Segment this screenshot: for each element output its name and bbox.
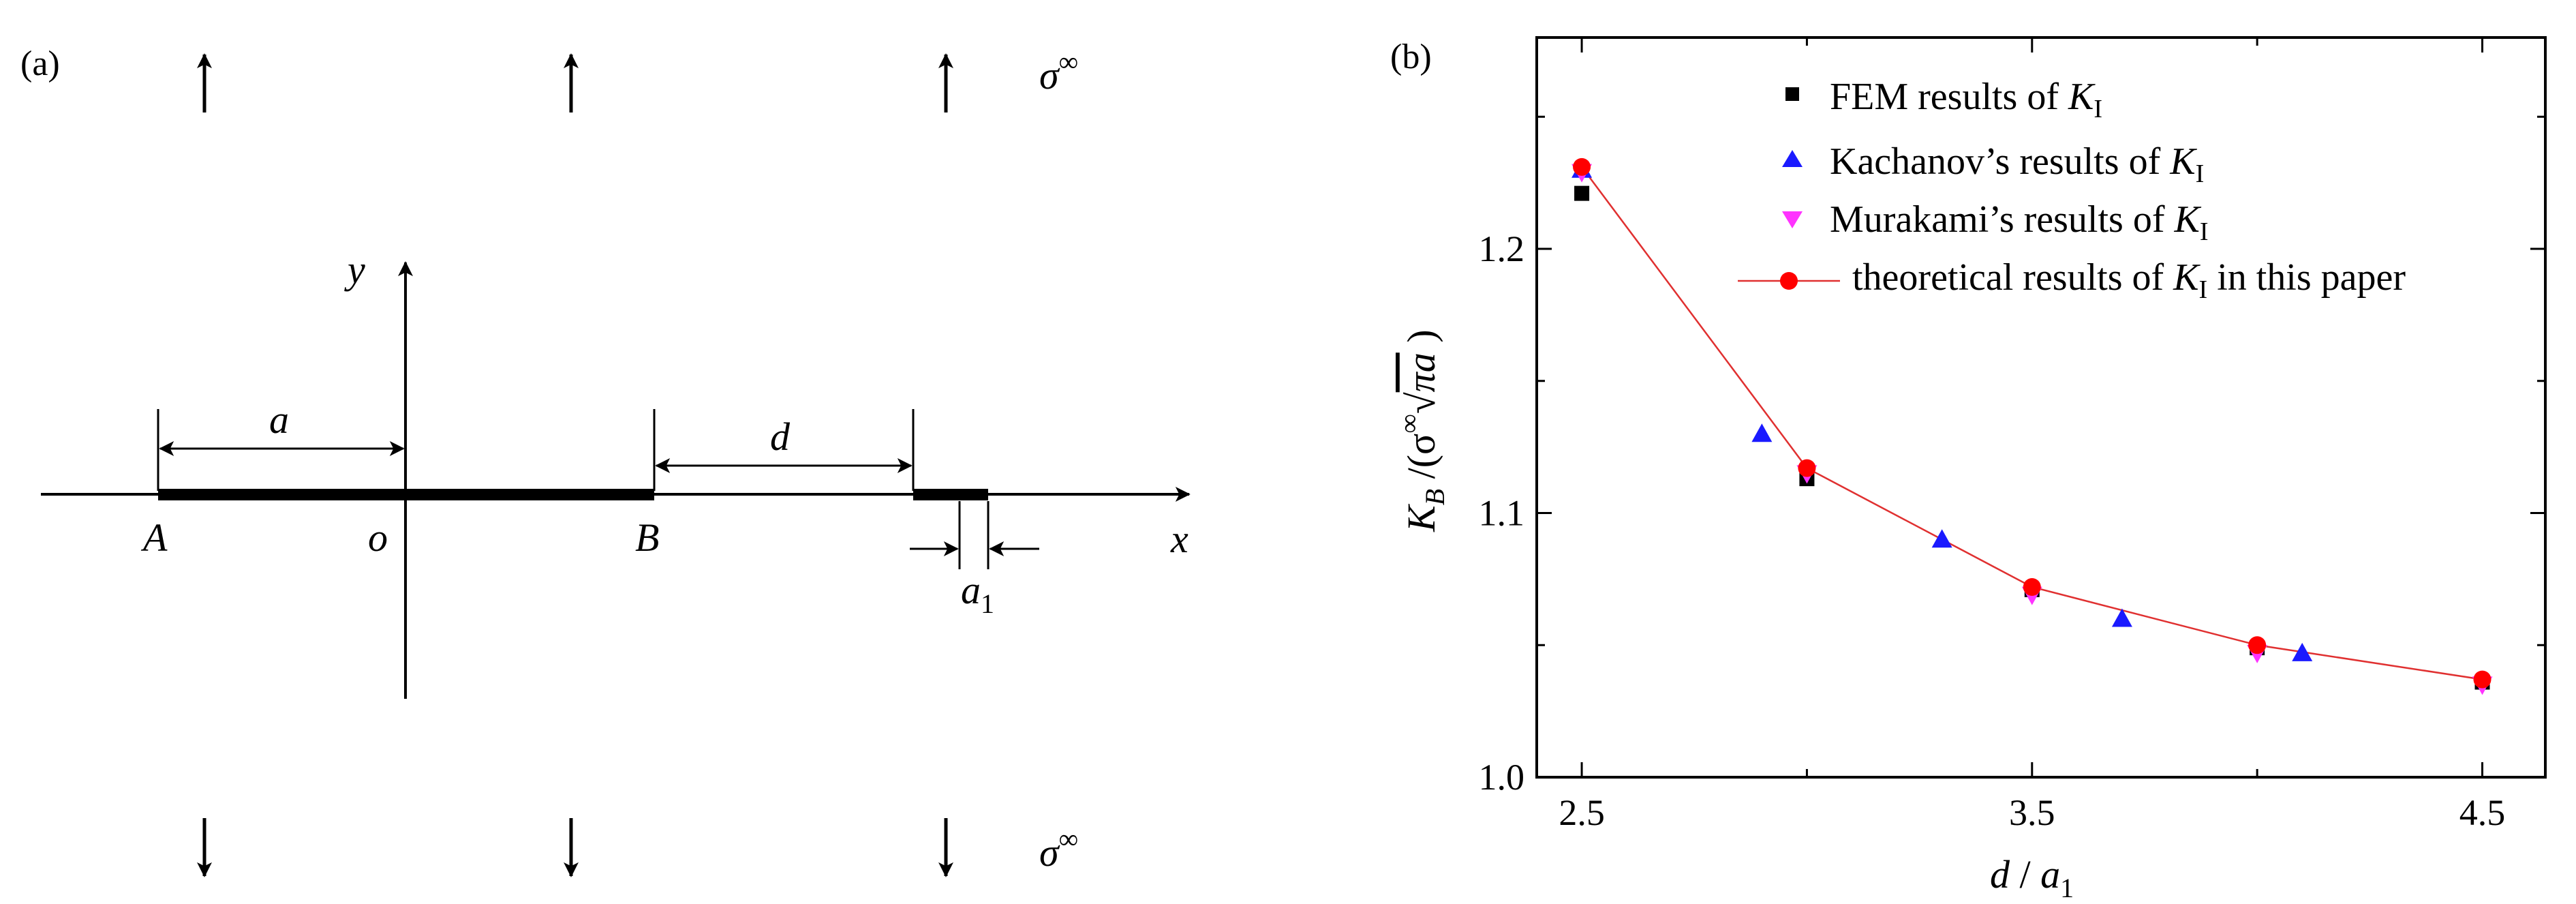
x-tick-label: 3.5 xyxy=(2009,792,2055,833)
legend-label-theory: theoretical results of KI in this paper xyxy=(1852,256,2406,304)
legend-item-theory: theoretical results of KI in this paper xyxy=(1738,256,2406,304)
point-a-label: A xyxy=(140,515,168,560)
legend-item-fem: FEM results of KI xyxy=(1785,76,2102,123)
x-axis-title: d / a1 xyxy=(1990,852,2074,903)
dimension-a1-label: a1 xyxy=(961,568,994,619)
dimension-a-label: a xyxy=(269,397,289,442)
dimension-d-label: d xyxy=(770,415,791,459)
point-kachanov xyxy=(1931,529,1952,548)
x-axis-label: x xyxy=(1170,517,1189,561)
legend-label-kachanov: Kachanov’s results of KI xyxy=(1830,140,2204,188)
origin-label: o xyxy=(368,515,388,560)
point-kachanov xyxy=(2111,608,2132,627)
y-tick-label: 1.1 xyxy=(1479,493,1525,534)
y-axis-label: y xyxy=(344,247,365,292)
small-crack xyxy=(913,489,988,500)
point-theory xyxy=(2248,636,2267,654)
top-stress-arrows xyxy=(197,53,953,112)
stress-label-bottom: σ∞ xyxy=(1039,824,1078,875)
y-tick-label: 1.0 xyxy=(1479,757,1525,798)
point-b-label: B xyxy=(635,515,659,560)
point-theory xyxy=(2473,670,2491,689)
x-tick-label: 4.5 xyxy=(2459,792,2506,833)
y-tick-label: 1.2 xyxy=(1479,228,1525,269)
point-fem xyxy=(1574,185,1590,201)
legend-item-murakami: Murakami’s results of KI xyxy=(1782,198,2209,246)
legend-label-fem: FEM results of KI xyxy=(1830,76,2102,123)
legend-label-murakami: Murakami’s results of KI xyxy=(1830,198,2209,246)
point-theory xyxy=(1798,459,1816,477)
legend-item-kachanov: Kachanov’s results of KI xyxy=(1782,140,2204,188)
tick-labels: 2.5 3.5 4.5 1.0 1.1 1.2 xyxy=(1479,228,2506,833)
main-crack xyxy=(158,489,654,500)
point-kachanov xyxy=(1751,423,1773,442)
dimension-a xyxy=(157,409,405,491)
point-kachanov xyxy=(2292,642,2313,661)
dimension-a1 xyxy=(910,501,1039,569)
legend: FEM results of KI Kachanov’s results of … xyxy=(1738,76,2406,304)
legend-marker-murakami xyxy=(1782,211,1803,228)
x-tick-label: 2.5 xyxy=(1559,792,1605,833)
point-theory xyxy=(2023,578,2041,596)
stress-label-top: σ∞ xyxy=(1039,46,1078,97)
legend-marker-fem xyxy=(1785,87,1799,101)
panel-a-tag: (a) xyxy=(20,44,60,83)
bottom-stress-arrows xyxy=(197,818,953,877)
plot-area xyxy=(1535,36,2547,779)
legend-marker-theory xyxy=(1780,272,1798,290)
panel-b-chart: (b) 2.5 3.5 4.5 1.0 1.1 1.2 d / a1 KB /(σ∞√πa… xyxy=(1390,36,2547,903)
data-series xyxy=(1571,157,2493,695)
axis-ticks xyxy=(1537,37,2545,779)
panel-a-diagram: (a) σ∞ σ∞ x y A o B xyxy=(20,44,1191,877)
dimension-d xyxy=(653,409,915,491)
y-axis-title: KB /(σ∞√πa ) xyxy=(1394,329,1450,532)
panel-b-tag: (b) xyxy=(1390,37,1432,76)
legend-marker-kachanov xyxy=(1782,150,1803,167)
point-theory xyxy=(1573,157,1591,176)
